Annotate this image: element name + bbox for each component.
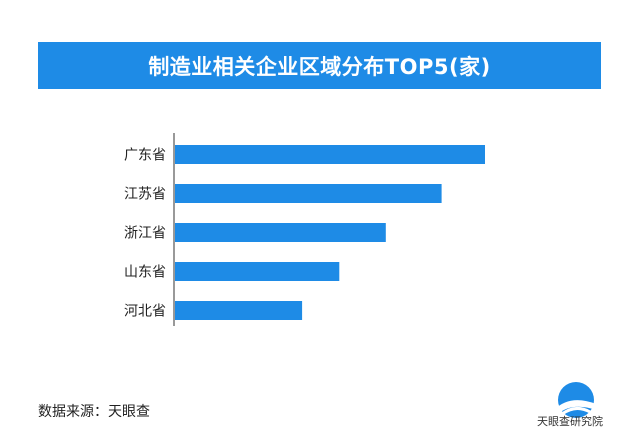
bar-5 [175, 301, 303, 320]
chart-title: 制造业相关企业区域分布TOP5(家) [38, 42, 601, 89]
category-label-5: 河北省 [124, 304, 166, 320]
tianyancha-logo-icon [554, 382, 596, 418]
category-label-2: 江苏省 [124, 187, 166, 203]
logo-text: 天眼查研究院 [537, 415, 603, 428]
bar-1 [175, 145, 485, 164]
bar-4 [175, 262, 340, 281]
category-label-4: 山东省 [124, 265, 166, 281]
bar-2 [175, 184, 442, 203]
category-label-1: 广东省 [124, 148, 166, 164]
category-label-3: 浙江省 [124, 226, 166, 242]
bar-3 [175, 223, 386, 242]
data-source: 数据来源：天眼查 [38, 404, 150, 420]
